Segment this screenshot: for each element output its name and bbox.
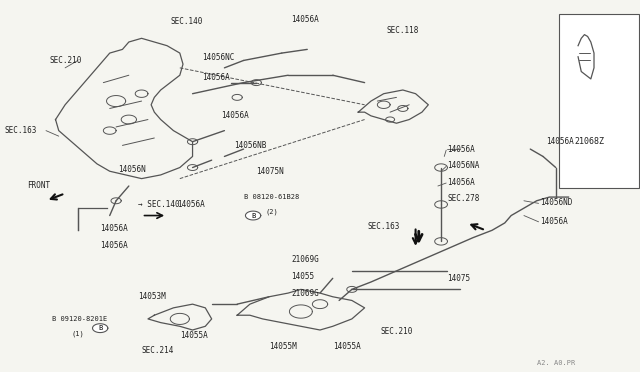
Text: 14056NA: 14056NA	[447, 161, 480, 170]
Text: SEC.210: SEC.210	[49, 56, 81, 65]
Text: 14056A: 14056A	[100, 241, 128, 250]
Text: 14056A: 14056A	[177, 200, 204, 209]
Text: 14075N: 14075N	[256, 167, 284, 176]
Text: 14056A: 14056A	[221, 111, 249, 121]
Text: 14056A: 14056A	[540, 217, 568, 225]
Text: 14055A: 14055A	[180, 331, 207, 340]
Text: 14056A: 14056A	[447, 178, 475, 187]
Polygon shape	[246, 211, 260, 220]
Text: 14056A: 14056A	[202, 73, 230, 81]
Text: 14053M: 14053M	[138, 292, 166, 301]
Text: SEC.214: SEC.214	[141, 346, 174, 355]
Polygon shape	[93, 324, 108, 333]
Text: 14056NC: 14056NC	[202, 53, 234, 62]
Text: A2. A0.PR: A2. A0.PR	[537, 360, 575, 366]
Text: SEC.210: SEC.210	[381, 327, 413, 336]
Text: FRONT: FRONT	[27, 182, 50, 190]
Text: 21069G: 21069G	[291, 289, 319, 298]
Text: SEC.278: SEC.278	[447, 195, 480, 203]
Text: 21069G: 21069G	[291, 255, 319, 264]
Text: (1): (1)	[72, 330, 84, 337]
Text: 14056A: 14056A	[291, 15, 319, 23]
Text: 14055A: 14055A	[333, 342, 360, 351]
Text: 14056ND: 14056ND	[540, 198, 572, 207]
Text: SEC.140: SEC.140	[170, 17, 203, 26]
Text: 21068Z: 21068Z	[575, 137, 605, 146]
Text: SEC.163: SEC.163	[368, 222, 400, 231]
Text: 14055: 14055	[291, 272, 314, 281]
Text: 14075: 14075	[447, 274, 470, 283]
Text: 14056A: 14056A	[100, 224, 128, 233]
Text: SEC.118: SEC.118	[387, 26, 419, 35]
Text: 14056A: 14056A	[447, 145, 475, 154]
Text: 14056N: 14056N	[118, 165, 146, 174]
FancyBboxPatch shape	[559, 14, 639, 188]
Text: SEC.163: SEC.163	[4, 126, 37, 135]
Text: → SEC.140: → SEC.140	[138, 200, 180, 209]
Text: B 08120-61B28: B 08120-61B28	[244, 194, 299, 200]
Text: B 09120-8201E: B 09120-8201E	[52, 316, 108, 322]
Text: 14055M: 14055M	[269, 342, 297, 351]
Text: B: B	[98, 325, 102, 331]
Text: 14056NB: 14056NB	[234, 141, 266, 150]
Text: (2): (2)	[266, 209, 278, 215]
Text: 14056A: 14056A	[546, 137, 574, 146]
Text: B: B	[251, 212, 255, 218]
